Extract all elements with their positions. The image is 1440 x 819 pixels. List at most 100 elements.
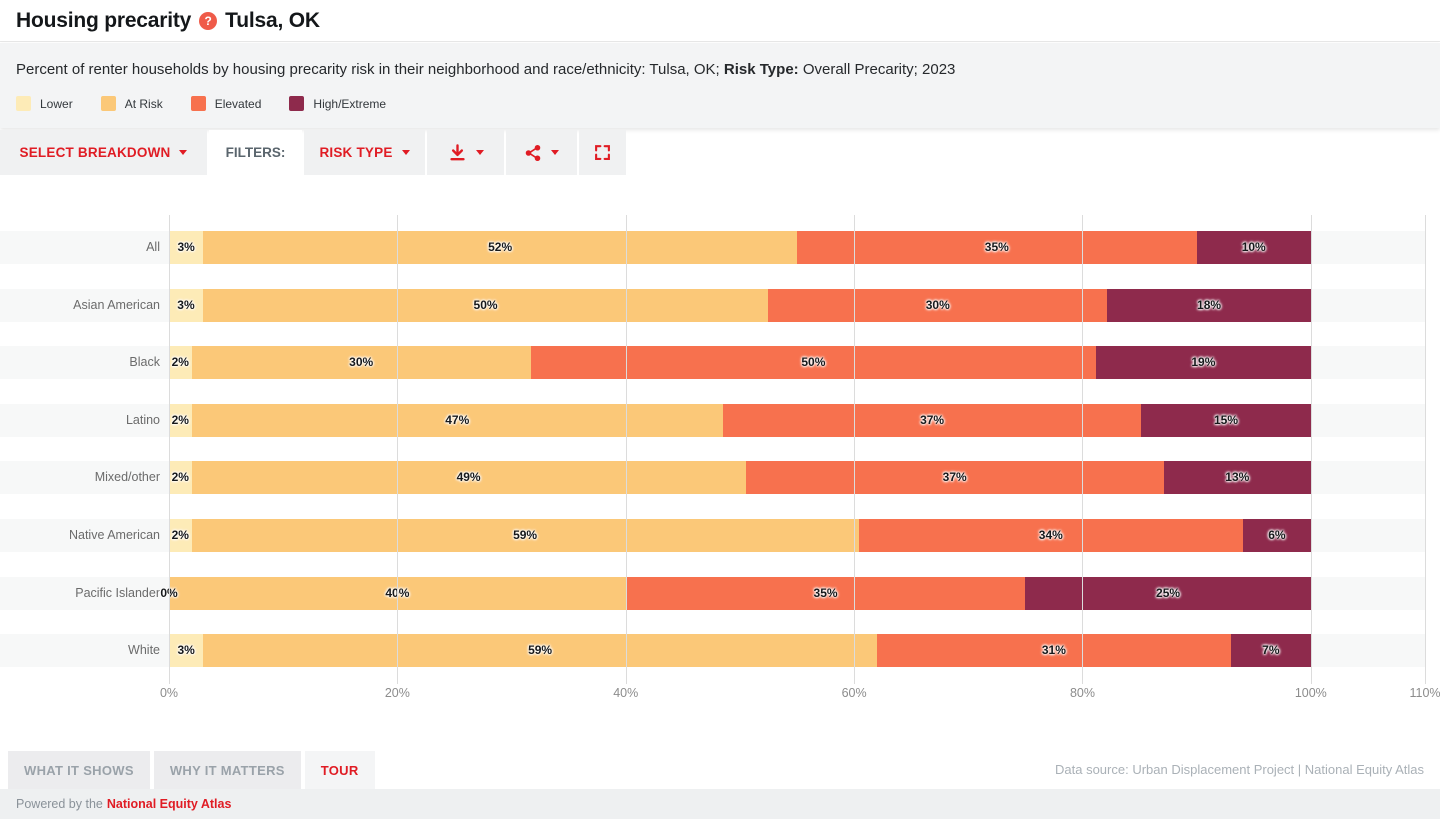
gridline <box>1310 215 1312 684</box>
bar-segment[interactable]: 3% <box>169 288 203 322</box>
bar-value-label: 50% <box>473 297 498 312</box>
x-axis-tick-label: 0% <box>159 686 179 700</box>
chevron-down-icon <box>551 150 559 155</box>
gridline <box>625 215 627 684</box>
gridline <box>1425 215 1426 684</box>
bar-segment[interactable]: 37% <box>745 461 1164 495</box>
download-button[interactable] <box>427 130 504 175</box>
bar-segment[interactable]: 2% <box>169 519 192 552</box>
bar-value-label: 30% <box>925 297 950 312</box>
legend: Lower At Risk Elevated High/Extreme <box>16 96 386 111</box>
footer-tab-why-it-matters[interactable]: WHY IT MATTERS <box>153 751 301 789</box>
bar-segment[interactable]: 10% <box>1196 231 1311 264</box>
bar-value-label: 31% <box>1041 643 1066 658</box>
footer-tab-tour[interactable]: TOUR <box>304 751 375 789</box>
bar-value-label: 2% <box>171 412 189 427</box>
legend-label: Lower <box>40 96 73 111</box>
powered-by-text: Powered by the <box>16 797 103 811</box>
bar-segment[interactable]: 59% <box>203 634 877 668</box>
bar-segment[interactable]: 52% <box>203 231 797 264</box>
bar-segment[interactable]: 59% <box>191 519 859 552</box>
bar-segment[interactable]: 50% <box>202 288 769 322</box>
bar-value-label: 50% <box>801 355 826 370</box>
bar-value-label: 18% <box>1197 297 1222 312</box>
bar-segment[interactable]: 30% <box>768 288 1108 322</box>
bar-segment[interactable]: 3% <box>169 231 204 264</box>
bar-value-label: 25% <box>1156 585 1181 600</box>
subtitle-risk-type-label: Risk Type: <box>723 61 799 78</box>
bar-value-label: 19% <box>1191 355 1216 370</box>
bar-segment[interactable]: 3% <box>169 634 204 668</box>
select-breakdown-button[interactable]: SELECT BREAKDOWN <box>0 130 207 175</box>
location-title: Tulsa, OK <box>225 8 320 32</box>
fullscreen-button[interactable] <box>579 130 626 175</box>
bar-value-label: 10% <box>1241 240 1266 254</box>
x-axis-tick-label: 60% <box>841 686 867 700</box>
bar-value-label: 52% <box>488 240 513 254</box>
chart-row: Native American 2% 59% 34% 6% <box>0 519 1425 552</box>
bar-segment[interactable]: 15% <box>1141 403 1311 437</box>
bar-value-label: 2% <box>171 355 189 370</box>
stacked-bar: 3% 59% 31% 7% <box>169 634 1311 668</box>
bar-value-label: 37% <box>942 470 967 485</box>
bar-segment[interactable]: 35% <box>796 231 1197 264</box>
chart-row: Mixed/other 2% 49% 37% 13% <box>0 461 1425 495</box>
risk-type-filter-button[interactable]: RISK TYPE <box>304 130 425 175</box>
bar-segment[interactable]: 35% <box>625 576 1026 610</box>
legend-item: Elevated <box>190 96 262 111</box>
bar-value-label: 35% <box>813 585 838 600</box>
legend-label: At Risk <box>124 96 163 111</box>
bar-segment[interactable]: 2% <box>169 346 192 380</box>
bar-segment[interactable]: 30% <box>191 346 531 380</box>
bar-value-label: 6% <box>1268 528 1286 542</box>
bar-value-label: 35% <box>984 240 1009 254</box>
subtitle-panel: Percent of renter households by housing … <box>0 43 1440 128</box>
bar-value-label: 3% <box>177 297 195 312</box>
category-label: All <box>146 240 160 254</box>
bar-segment[interactable]: 13% <box>1163 461 1311 495</box>
bar-value-label: 49% <box>456 470 481 485</box>
national-equity-atlas-link[interactable]: National Equity Atlas <box>106 797 232 811</box>
download-icon <box>448 143 467 162</box>
legend-swatch <box>100 96 116 111</box>
share-icon <box>524 144 542 162</box>
legend-swatch <box>16 96 31 111</box>
legend-item: At Risk <box>100 96 163 111</box>
footer-tab-what-it-shows[interactable]: WHAT IT SHOWS <box>8 751 150 789</box>
bar-segment[interactable]: 31% <box>876 634 1231 668</box>
bar-segment[interactable]: 25% <box>1025 576 1311 610</box>
select-breakdown-label: SELECT BREAKDOWN <box>19 145 171 160</box>
bar-segment[interactable]: 18% <box>1107 288 1311 322</box>
legend-item: Lower <box>16 96 73 111</box>
bar-segment[interactable]: 6% <box>1242 519 1311 552</box>
category-label: Mixed/other <box>94 470 160 485</box>
bar-value-label: 3% <box>177 643 195 658</box>
chart-row: All 3% 52% 35% 10% <box>0 231 1425 264</box>
bar-segment[interactable]: 34% <box>858 519 1243 552</box>
bar-segment[interactable]: 37% <box>722 403 1142 437</box>
chevron-down-icon <box>475 150 484 155</box>
share-button[interactable] <box>506 130 577 175</box>
chevron-down-icon <box>401 150 410 155</box>
bar-value-label: 3% <box>177 240 195 254</box>
bar-segment[interactable]: 2% <box>169 403 192 437</box>
bar-segment[interactable]: 2% <box>169 461 192 495</box>
powered-by-strip: Powered by the National Equity Atlas <box>0 789 1440 819</box>
legend-label: High/Extreme <box>313 96 387 111</box>
stacked-bar: 2% 47% 37% 15% <box>169 403 1311 437</box>
bar-segment[interactable]: 7% <box>1230 634 1311 668</box>
bar-segment[interactable]: 19% <box>1096 346 1311 380</box>
bar-value-label: 7% <box>1262 643 1280 658</box>
chevron-down-icon <box>179 150 188 155</box>
data-source-text: Data source: Urban Displacement Project … <box>1055 762 1424 777</box>
legend-swatch <box>289 96 305 111</box>
help-icon[interactable]: ? <box>199 11 218 30</box>
footer-tabs: WHAT IT SHOWS WHY IT MATTERS TOUR <box>8 751 375 789</box>
bar-segment[interactable]: 50% <box>530 346 1096 380</box>
bar-segment[interactable]: 49% <box>191 461 746 495</box>
bar-segment[interactable]: 47% <box>191 403 723 437</box>
chart-row: White 3% 59% 31% 7% <box>0 634 1425 668</box>
bar-value-label: 13% <box>1225 470 1250 485</box>
stacked-bar: 2% 30% 50% 19% <box>169 346 1311 380</box>
legend-label: Elevated <box>214 96 262 111</box>
